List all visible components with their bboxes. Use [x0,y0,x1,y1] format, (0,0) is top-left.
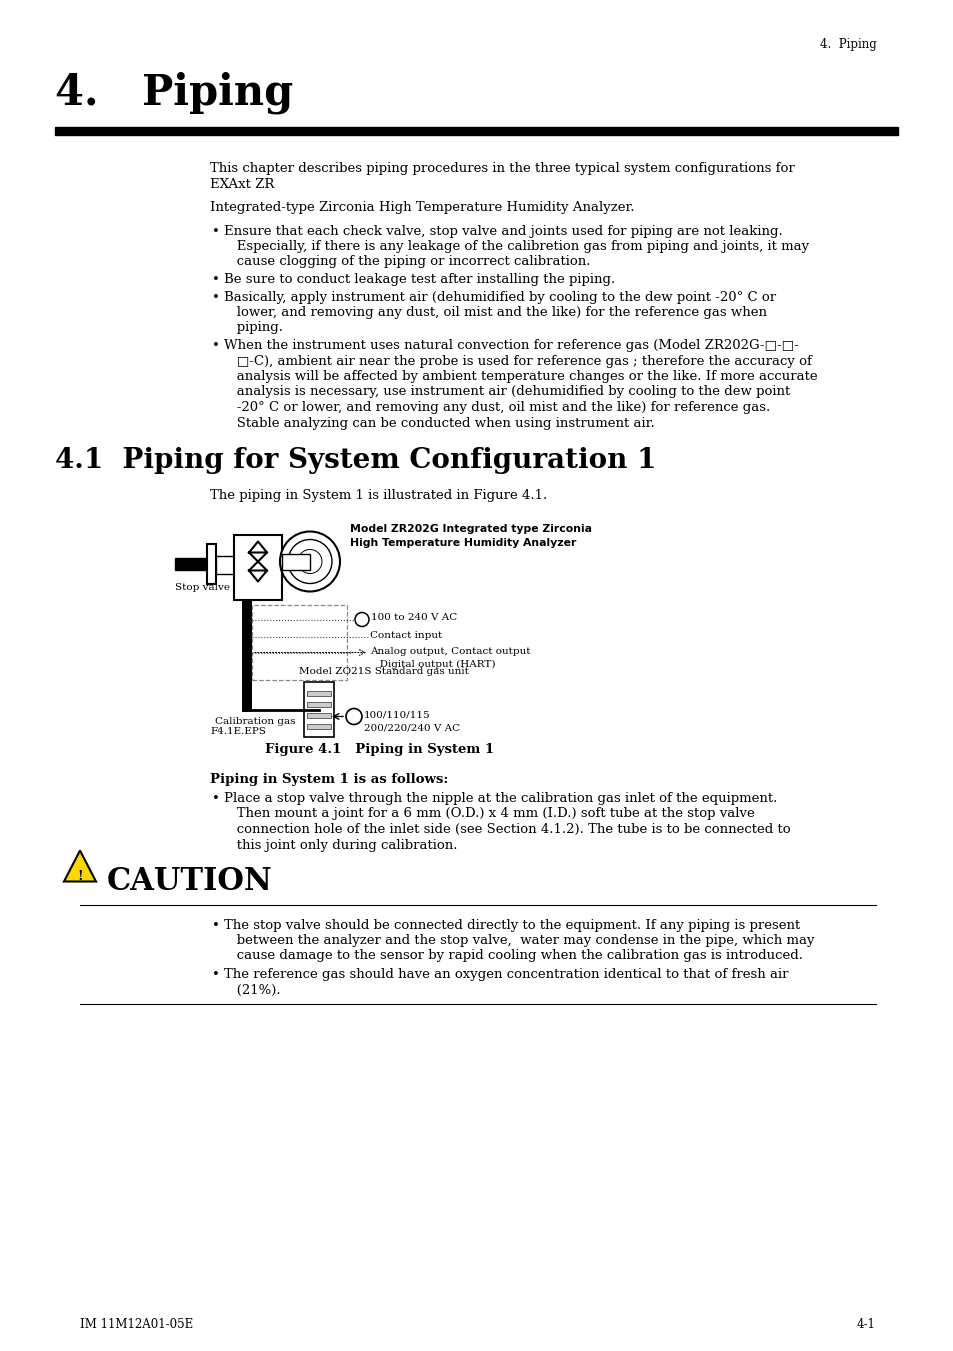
Text: F4.1E.EPS: F4.1E.EPS [210,727,266,735]
Text: 100 to 240 V AC: 100 to 240 V AC [371,613,456,623]
Text: this joint only during calibration.: this joint only during calibration. [224,839,457,851]
Circle shape [346,708,361,724]
Text: piping.: piping. [224,322,283,335]
Text: •: • [212,224,219,238]
Circle shape [297,550,322,574]
Bar [174,558,210,570]
Text: -20° C or lower, and removing any dust, oil mist and the like) for reference gas: -20° C or lower, and removing any dust, … [224,401,769,413]
Text: Ensure that each check valve, stop valve and joints used for piping are not leak: Ensure that each check valve, stop valve… [224,224,781,238]
Text: 4.   Piping: 4. Piping [55,72,293,115]
Text: The stop valve should be connected directly to the equipment. If any piping is p: The stop valve should be connected direc… [224,919,800,931]
Text: Piping in System 1 is as follows:: Piping in System 1 is as follows: [210,774,448,786]
Text: 4.  Piping: 4. Piping [820,38,876,51]
Text: 4.1  Piping for System Configuration 1: 4.1 Piping for System Configuration 1 [55,446,656,473]
Text: Calibration gas: Calibration gas [214,717,295,727]
Circle shape [355,612,369,627]
Text: •: • [212,969,219,981]
Text: 4-1: 4-1 [856,1319,875,1331]
Bar [242,600,252,712]
Text: Analog output, Contact output: Analog output, Contact output [370,647,530,655]
Text: Stop valve: Stop valve [174,584,230,593]
Text: High Temperature Humidity Analyzer: High Temperature Humidity Analyzer [350,538,576,547]
Bar [207,543,215,584]
Text: The reference gas should have an oxygen concentration identical to that of fresh: The reference gas should have an oxygen … [224,969,788,981]
Bar [307,701,331,707]
Text: Digital output (HART): Digital output (HART) [370,659,495,669]
Text: analysis is necessary, use instrument air (dehumidified by cooling to the dew po: analysis is necessary, use instrument ai… [224,385,789,399]
Text: cause damage to the sensor by rapid cooling when the calibration gas is introduc: cause damage to the sensor by rapid cool… [224,950,802,962]
Text: •: • [212,273,219,286]
Text: Model ZR202G Integrated type Zirconia: Model ZR202G Integrated type Zirconia [350,524,592,535]
Bar [307,690,331,696]
Text: •: • [212,290,219,304]
Text: □-C), ambient air near the probe is used for reference gas ; therefore the accur: □-C), ambient air near the probe is used… [224,354,811,367]
Text: Contact input: Contact input [370,631,442,639]
Text: connection hole of the inlet side (see Section 4.1.2). The tube is to be connect: connection hole of the inlet side (see S… [224,823,790,836]
Text: This chapter describes piping procedures in the three typical system configurati: This chapter describes piping procedures… [210,162,794,176]
Text: Basically, apply instrument air (dehumidified by cooling to the dew point -20° C: Basically, apply instrument air (dehumid… [224,290,776,304]
Text: •: • [212,919,219,931]
Bar [304,681,334,736]
Bar [307,712,331,717]
Text: EXAxt ZR: EXAxt ZR [210,177,274,190]
Text: When the instrument uses natural convection for reference gas (Model ZR202G-□-□-: When the instrument uses natural convect… [224,339,798,353]
Text: •: • [212,339,219,353]
Text: Place a stop valve through the nipple at the calibration gas inlet of the equipm: Place a stop valve through the nipple at… [224,792,777,805]
Text: !: ! [77,870,83,884]
Text: 100/110/115: 100/110/115 [364,711,430,720]
Text: lower, and removing any dust, oil mist and the like) for the reference gas when: lower, and removing any dust, oil mist a… [224,305,766,319]
Bar [55,127,897,135]
Polygon shape [64,851,96,881]
Text: cause clogging of the piping or incorrect calibration.: cause clogging of the piping or incorrec… [224,255,590,269]
Text: Stable analyzing can be conducted when using instrument air.: Stable analyzing can be conducted when u… [224,416,654,430]
Circle shape [288,539,332,584]
Text: (21%).: (21%). [224,984,280,997]
Text: Then mount a joint for a 6 mm (O.D.) x 4 mm (I.D.) soft tube at the stop valve: Then mount a joint for a 6 mm (O.D.) x 4… [224,808,754,820]
Text: Especially, if there is any leakage of the calibretion gas from piping and joint: Especially, if there is any leakage of t… [224,240,808,253]
Text: analysis will be affected by ambient temperature changes or the like. If more ac: analysis will be affected by ambient tem… [224,370,817,382]
Bar [252,604,347,680]
Bar [282,554,310,570]
Bar [307,724,331,728]
Text: IM 11M12A01-05E: IM 11M12A01-05E [80,1319,193,1331]
Text: between the analyzer and the stop valve,  water may condense in the pipe, which : between the analyzer and the stop valve,… [224,934,814,947]
Text: •: • [212,792,219,805]
Text: The piping in System 1 is illustrated in Figure 4.1.: The piping in System 1 is illustrated in… [210,489,547,501]
Text: CAUTION: CAUTION [107,866,273,897]
Circle shape [280,531,339,592]
Text: Be sure to conduct leakage test after installing the piping.: Be sure to conduct leakage test after in… [224,273,615,286]
Bar [215,555,233,574]
Text: 200/220/240 V AC: 200/220/240 V AC [364,724,459,732]
Text: Integrated-type Zirconia High Temperature Humidity Analyzer.: Integrated-type Zirconia High Temperatur… [210,201,634,213]
Text: Figure 4.1   Piping in System 1: Figure 4.1 Piping in System 1 [265,743,494,757]
Text: Model ZO21S Standard gas unit: Model ZO21S Standard gas unit [298,666,468,676]
Bar [233,535,282,600]
